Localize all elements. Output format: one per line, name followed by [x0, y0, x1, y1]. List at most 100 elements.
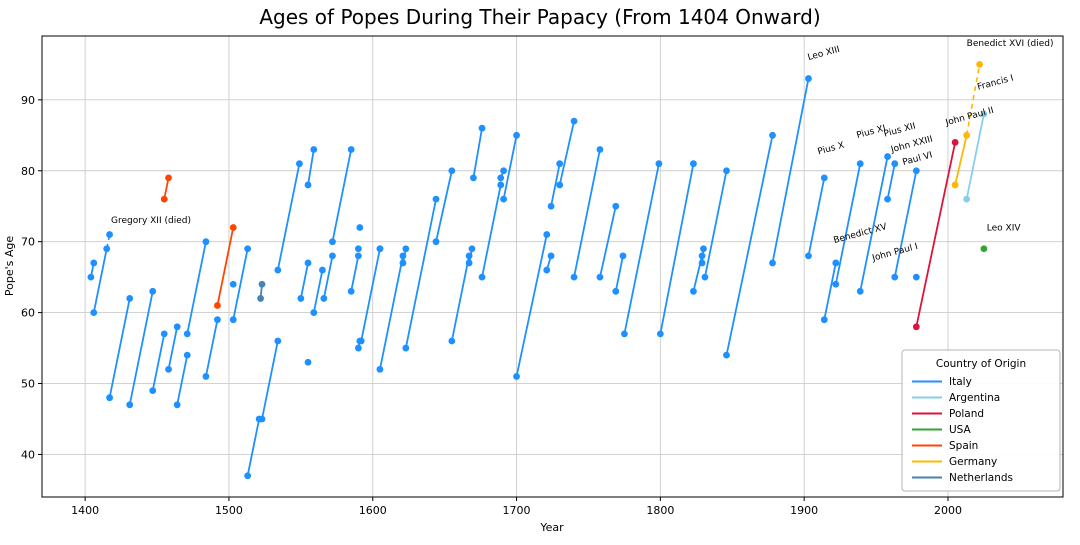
pope-point [402, 344, 410, 352]
legend-entry-label: USA [949, 424, 972, 436]
pope-line [205, 319, 219, 377]
pope-point [497, 181, 505, 189]
annotation: Gregory XII (died) [111, 216, 191, 226]
pope-point [820, 174, 828, 182]
pope-line [472, 128, 483, 179]
pope-point [214, 302, 221, 309]
pope-point [356, 224, 364, 231]
pope-point [329, 238, 336, 246]
pope-point [357, 337, 365, 345]
pope-point [448, 167, 456, 175]
legend-entry-label: Spain [949, 440, 978, 452]
pope-line [331, 149, 353, 242]
pope-point [183, 330, 191, 338]
pope-point [884, 195, 891, 203]
pope-point [448, 337, 456, 345]
pope-line [725, 135, 774, 356]
pope-point [612, 202, 620, 210]
pope-line [92, 248, 108, 313]
pope-line [151, 333, 166, 391]
pope-point [805, 75, 812, 82]
pope-line [167, 326, 179, 370]
pope-point [856, 287, 864, 295]
pope-line [435, 170, 453, 242]
pope-point [769, 259, 776, 267]
x-tick-label: 1600 [359, 504, 387, 517]
pope-point [149, 387, 157, 395]
pope-point [229, 316, 237, 324]
pope-point [856, 160, 864, 168]
pope-point [980, 245, 988, 253]
annotation: Benedict XVI (died) [967, 39, 1054, 49]
pope-point [500, 167, 508, 175]
pope-point [769, 131, 776, 139]
pope-point [320, 295, 328, 302]
pope-point [258, 415, 266, 423]
pope-point [543, 231, 551, 238]
pope-point [347, 146, 355, 153]
pope-line [232, 248, 249, 320]
pope-point [258, 280, 266, 288]
pope-line [859, 156, 889, 292]
pope-point [304, 181, 312, 189]
pope-point [700, 245, 707, 253]
pope-death-point [106, 231, 113, 238]
pope-point [556, 160, 564, 168]
pope-point [319, 266, 326, 274]
pope-line [704, 170, 728, 278]
pope-line [515, 234, 548, 377]
pope-line [623, 163, 660, 335]
pope-line [312, 269, 324, 313]
pope-point [90, 259, 98, 267]
pope-point [173, 323, 181, 331]
x-tick-label: 1900 [790, 504, 818, 517]
pope-point [229, 224, 237, 231]
pope-point [478, 124, 486, 132]
pope-point [432, 195, 440, 203]
pope-point [543, 266, 551, 274]
pope-point [126, 295, 134, 302]
legend-entry-label: Netherlands [949, 472, 1013, 484]
pope-point [621, 330, 628, 338]
pope-line [261, 340, 279, 420]
pope-point [297, 295, 305, 302]
pope-point [87, 273, 95, 281]
pope-point [612, 287, 620, 295]
pope-point [951, 138, 959, 146]
pope-line [558, 120, 575, 186]
pope-point [891, 160, 899, 168]
pope-point [912, 323, 920, 331]
pope-point [376, 365, 384, 373]
pope-line [108, 298, 131, 398]
pope-line [807, 177, 826, 257]
pope-point [513, 131, 520, 139]
pope-point [304, 259, 312, 267]
pope-point [478, 273, 486, 281]
pope-point [402, 245, 410, 253]
pope-point [465, 259, 473, 267]
pope-point [912, 167, 920, 175]
pope-point [160, 195, 168, 203]
pope-point [547, 202, 555, 210]
x-axis-label: Year [539, 521, 564, 534]
pope-line [481, 184, 502, 278]
y-tick-label: 80 [21, 165, 35, 178]
pope-point [596, 273, 604, 281]
pope-point [165, 365, 172, 373]
y-tick-label: 70 [21, 236, 35, 249]
legend-entry-label: Poland [949, 408, 984, 420]
legend-entry-label: Argentina [949, 392, 1000, 404]
pope-line [834, 163, 862, 285]
plot-area [42, 36, 1063, 497]
pope-point [90, 309, 98, 316]
pope-point [701, 273, 709, 281]
pope-line [379, 255, 404, 370]
pope-point [103, 245, 111, 253]
pope-point [257, 295, 264, 302]
pope-point [690, 287, 697, 295]
pope-point [832, 259, 840, 267]
pope-line [550, 163, 561, 207]
y-tick-label: 40 [21, 448, 35, 461]
pope-line [502, 135, 518, 200]
